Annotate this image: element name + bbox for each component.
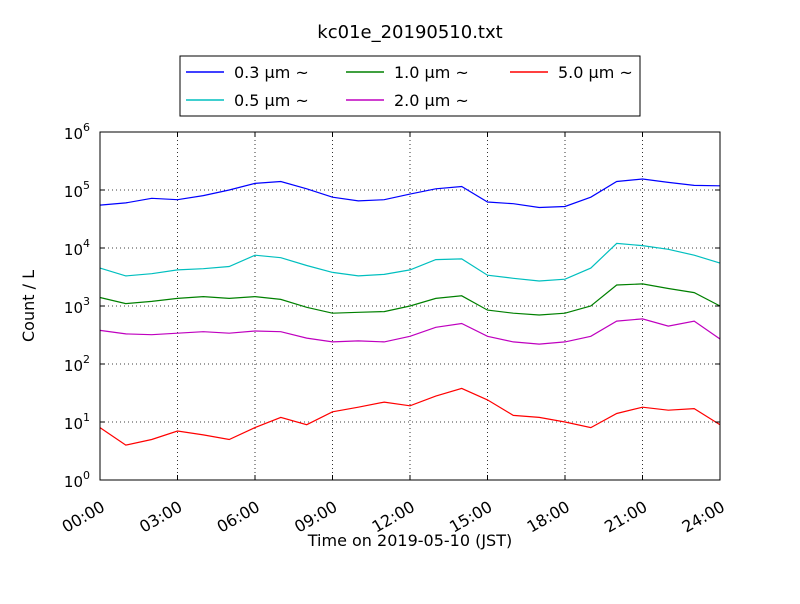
legend: 0.3 μm ~ 0.5 μm ~ 1.0 μm ~ 2.0 μm ~ 5.0 μm ~ xyxy=(179,55,641,117)
legend-box xyxy=(179,55,641,117)
y-tick-label: 105 xyxy=(64,179,90,201)
series-line-3 xyxy=(99,318,721,345)
legend-label-2: 1.0 μm ~ xyxy=(394,63,469,82)
x-axis-label: Time on 2019-05-10 (JST) xyxy=(307,531,512,550)
x-tick-label: 06:00 xyxy=(214,497,263,537)
x-tick-label: 18:00 xyxy=(524,497,573,537)
chart-title: kc01e_20190510.txt xyxy=(317,22,502,43)
legend-label-4: 5.0 μm ~ xyxy=(558,63,633,82)
grid-lines xyxy=(100,132,720,480)
legend-entries: 0.3 μm ~ 0.5 μm ~ 1.0 μm ~ 2.0 μm ~ 5.0 μm ~ xyxy=(186,63,633,110)
x-tick-label: 24:00 xyxy=(679,497,728,537)
series-line-4 xyxy=(99,387,721,446)
x-tick-label: 03:00 xyxy=(136,497,185,537)
y-tick-label: 104 xyxy=(64,237,90,259)
y-tick-label: 102 xyxy=(64,353,90,375)
y-tick-label: 100 xyxy=(64,469,90,491)
y-tick-label: 101 xyxy=(64,411,90,433)
series-lines xyxy=(99,178,721,446)
legend-label-1: 0.5 μm ~ xyxy=(234,91,309,110)
y-tick-label: 103 xyxy=(64,295,90,317)
y-tick-label: 106 xyxy=(64,121,90,143)
x-tick-label: 00:00 xyxy=(59,497,108,537)
y-axis-label: Count / L xyxy=(19,270,38,342)
legend-label-3: 2.0 μm ~ xyxy=(394,91,469,110)
series-line-1 xyxy=(99,242,721,282)
series-line-0 xyxy=(99,178,721,209)
x-tick-label: 21:00 xyxy=(601,497,650,537)
legend-label-0: 0.3 μm ~ xyxy=(234,63,309,82)
y-axis-ticks: 100 101 102 103 104 105 106 xyxy=(64,121,720,491)
series-line-2 xyxy=(99,283,721,316)
